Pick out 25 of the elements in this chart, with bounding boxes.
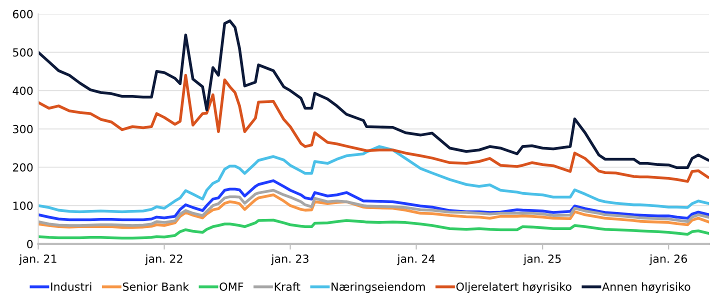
x-tick-label: jan. 21 <box>18 254 56 266</box>
x-tick-label: jan. 24 <box>396 254 435 266</box>
x-tick-label: jan. 25 <box>523 254 561 266</box>
x-tick-label: jan. 23 <box>270 254 308 266</box>
legend-label: Senior Bank <box>122 282 190 291</box>
x-tick-label: jan. 22 <box>144 254 182 266</box>
y-tick-label: 0 <box>27 240 33 248</box>
legend-label: Annen høyrisiko <box>602 282 690 293</box>
y-tick-label: 300 <box>13 124 33 134</box>
y-tick-label: 500 <box>13 48 33 57</box>
x-tick-label: jan. 26 <box>649 254 687 266</box>
y-tick-label: 200 <box>13 163 33 172</box>
legend-label: Næringseiendom <box>332 282 425 293</box>
legend-label: Kraft <box>274 282 300 291</box>
line-series <box>38 145 710 214</box>
line-series <box>38 19 710 170</box>
line-series <box>38 74 710 183</box>
legend-label: Oljerelatert høyrisiko <box>456 282 572 293</box>
y-tick-label: 600 <box>12 10 33 18</box>
line-series <box>38 218 710 240</box>
line-series <box>38 179 710 222</box>
y-tick-label: 400 <box>12 86 33 95</box>
legend-label: OMF <box>220 282 244 291</box>
legend-label: Industri <box>51 282 92 291</box>
y-tick-label: 100 <box>13 202 33 210</box>
